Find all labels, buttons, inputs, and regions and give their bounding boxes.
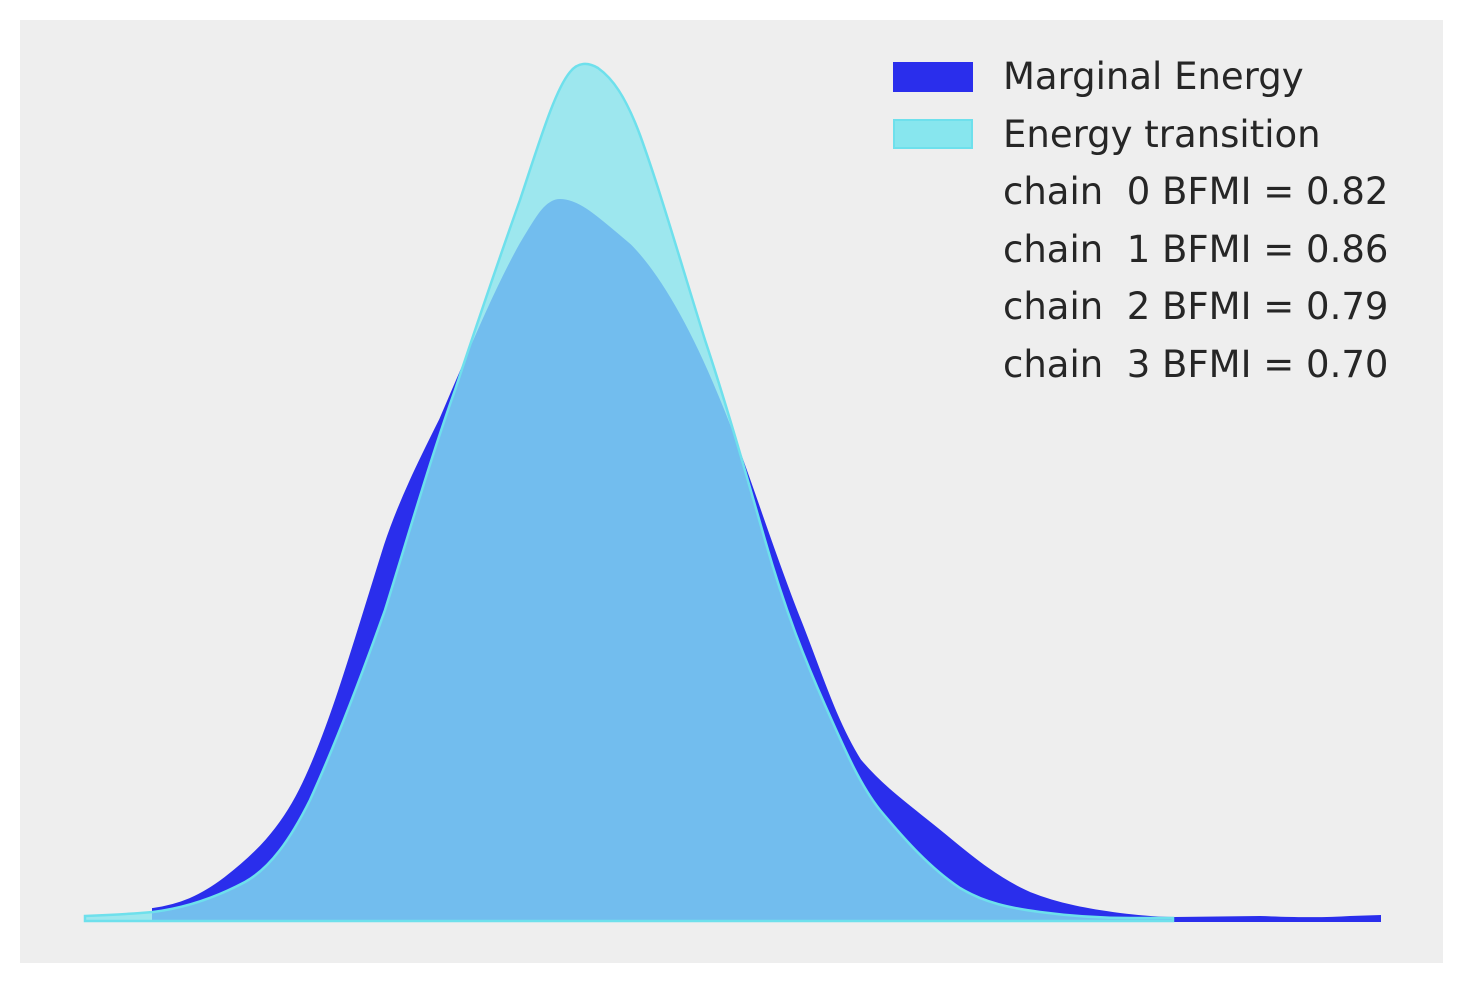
legend-item-energy-transition: Energy transition xyxy=(893,106,1388,164)
legend-item-chain-3: chain 3 BFMI = 0.70 xyxy=(893,336,1388,394)
legend: Marginal Energy Energy transition chain … xyxy=(893,48,1388,393)
legend-item-chain-1: chain 1 BFMI = 0.86 xyxy=(893,221,1388,279)
bfmi-label: chain 0 BFMI = 0.82 xyxy=(1003,170,1389,214)
legend-label: Marginal Energy xyxy=(1003,55,1304,99)
marginal-energy-swatch xyxy=(893,61,973,92)
legend-item-chain-2: chain 2 BFMI = 0.79 xyxy=(893,278,1388,336)
energy-transition-area xyxy=(83,62,1175,923)
legend-item-marginal-energy: Marginal Energy xyxy=(893,48,1388,106)
legend-item-chain-0: chain 0 BFMI = 0.82 xyxy=(893,163,1388,221)
bfmi-label: chain 2 BFMI = 0.79 xyxy=(1003,285,1389,329)
bfmi-label: chain 3 BFMI = 0.70 xyxy=(1003,342,1389,386)
energy-transition-swatch xyxy=(893,119,973,150)
legend-label: Energy transition xyxy=(1003,112,1321,156)
bfmi-label: chain 1 BFMI = 0.86 xyxy=(1003,227,1389,271)
